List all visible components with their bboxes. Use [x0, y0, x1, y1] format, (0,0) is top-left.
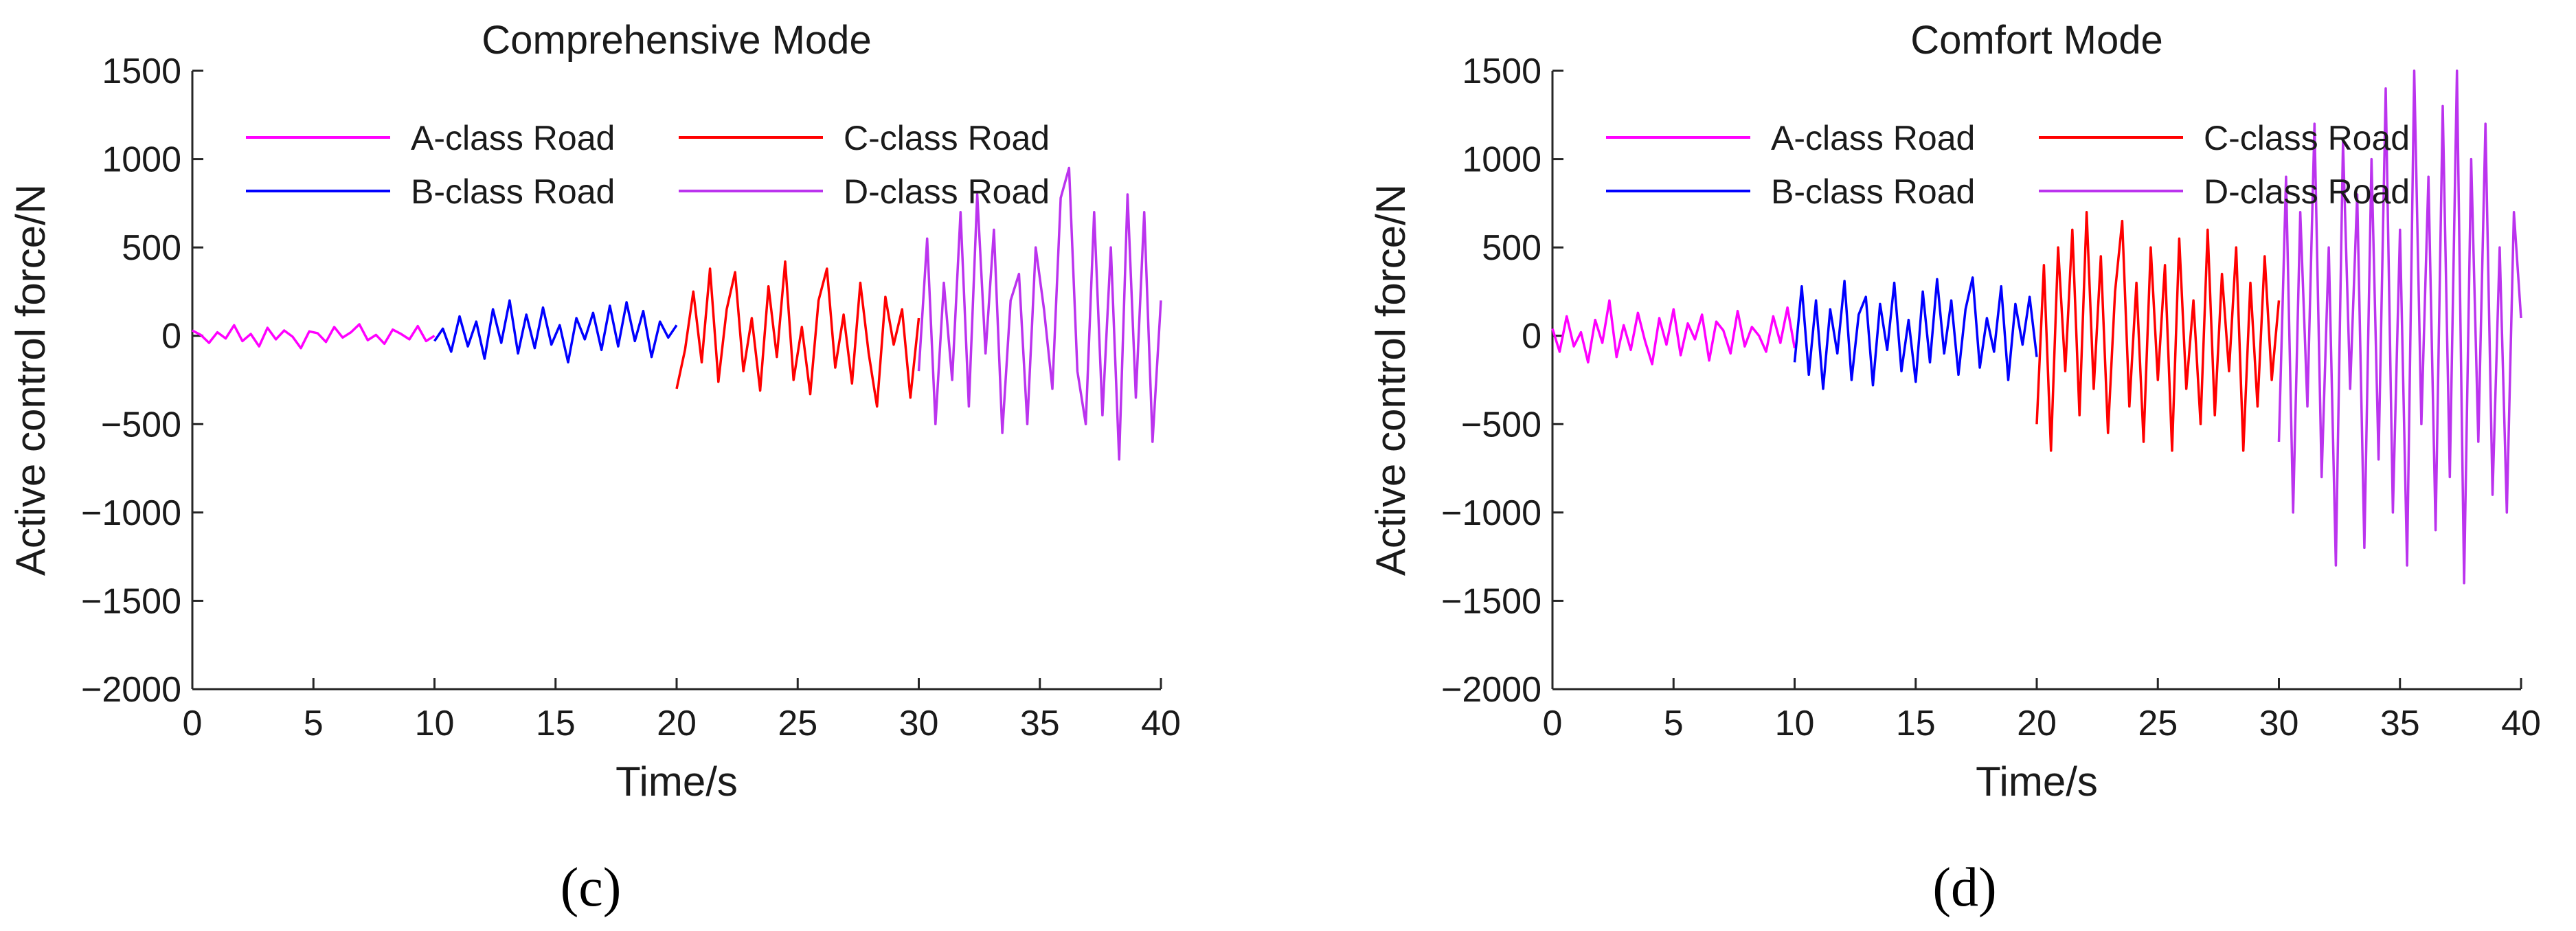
legend-label: D-class Road	[844, 172, 1050, 211]
x-tick-label: 0	[183, 704, 203, 743]
legend-label: D-class Road	[2204, 172, 2410, 211]
y-tick-label: 0	[1522, 317, 1541, 357]
chart-title: Comfort Mode	[1910, 18, 2162, 63]
series-line-b-class-road	[433, 299, 678, 364]
y-tick-label: 500	[122, 228, 181, 268]
series-line-d-class-road	[917, 166, 1162, 461]
y-tick-label: 1000	[102, 140, 181, 180]
y-tick-label: −500	[1461, 405, 1541, 445]
y-tick-label: 0	[161, 317, 181, 357]
x-tick-label: 30	[2259, 704, 2299, 743]
chart-title: Comprehensive Mode	[482, 18, 871, 63]
x-tick-label: 5	[304, 704, 324, 743]
y-tick-label: −1000	[1441, 493, 1541, 533]
y-tick-label: −1000	[81, 493, 181, 533]
x-tick-label: 20	[657, 704, 697, 743]
y-tick-label: 1500	[1462, 52, 1541, 91]
x-tick-label: 35	[2380, 704, 2420, 743]
x-tick-label: 40	[1141, 704, 1181, 743]
panel-label: (d)	[1932, 857, 1996, 918]
x-axis-label: Time/s	[1976, 759, 2098, 805]
x-tick-label: 40	[2501, 704, 2541, 743]
x-tick-label: 0	[1543, 704, 1563, 743]
y-tick-label: 500	[1482, 228, 1541, 268]
x-tick-label: 20	[2017, 704, 2057, 743]
x-tick-label: 30	[899, 704, 939, 743]
x-tick-label: 10	[415, 704, 455, 743]
legend-label: A-class Road	[1771, 119, 1975, 157]
series-line-b-class-road	[1793, 276, 2038, 390]
x-tick-label: 25	[778, 704, 817, 743]
series-line-c-class-road	[675, 260, 920, 408]
legend-label: C-class Road	[2204, 119, 2410, 157]
x-axis-label: Time/s	[615, 759, 738, 805]
series-line-d-class-road	[2277, 69, 2522, 585]
panel-label: (c)	[561, 857, 622, 918]
y-axis-label: Active control force/N	[8, 184, 54, 576]
x-tick-label: 10	[1775, 704, 1815, 743]
legend-label: C-class Road	[844, 119, 1050, 157]
series-line-a-class-road	[1551, 299, 1796, 366]
y-tick-label: −500	[101, 405, 181, 445]
legend-label: B-class Road	[411, 172, 615, 211]
y-tick-label: −2000	[1441, 670, 1541, 710]
chart-panel-d: 0 5 10 15 20 25 30 35 40 1500 1000 500 0 −500 −1000 −15…	[1368, 18, 2541, 918]
series-line-a-class-road	[192, 323, 436, 350]
legend-label: B-class Road	[1771, 172, 1975, 211]
y-axis-label: Active control force/N	[1368, 184, 1414, 576]
x-tick-label: 5	[1664, 704, 1684, 743]
y-tick-label: 1500	[102, 52, 181, 91]
x-tick-label: 15	[1896, 704, 1936, 743]
series-line-c-class-road	[2035, 210, 2281, 452]
y-tick-label: −1500	[1441, 581, 1541, 621]
x-tick-label: 35	[1020, 704, 1060, 743]
x-tick-label: 25	[2138, 704, 2178, 743]
y-tick-label: 1000	[1462, 140, 1541, 180]
chart-panel-c: 0 5 10 15 20 25 30 35 40 1500 1000 500 0 −500 −1000 −15…	[8, 18, 1181, 918]
y-tick-label: −1500	[81, 581, 181, 621]
y-tick-label: −2000	[81, 670, 181, 710]
x-tick-label: 15	[536, 704, 576, 743]
legend-label: A-class Road	[411, 119, 615, 157]
